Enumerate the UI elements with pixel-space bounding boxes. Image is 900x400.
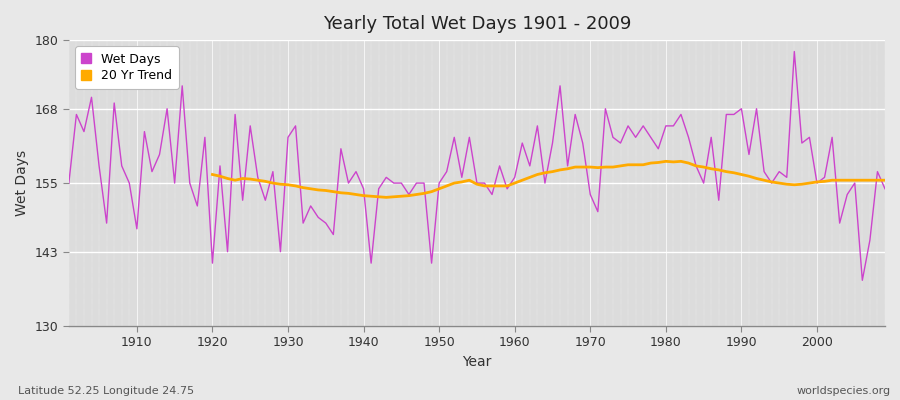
Wet Days (63, 181, 74, 186)
20 Yr Trend (207, 172, 218, 177)
Wet Days (600, 106, 611, 111)
Wet Days (789, 49, 800, 54)
20 Yr Trend (418, 191, 429, 196)
Wet Days (290, 124, 301, 128)
Line: 20 Yr Trend: 20 Yr Trend (212, 161, 885, 197)
Line: Wet Days: Wet Days (68, 52, 885, 280)
20 Yr Trend (796, 182, 807, 187)
20 Yr Trend (865, 178, 876, 183)
Y-axis label: Wet Days: Wet Days (15, 150, 29, 216)
20 Yr Trend (781, 182, 792, 187)
Legend: Wet Days, 20 Yr Trend: Wet Days, 20 Yr Trend (75, 46, 178, 89)
20 Yr Trend (690, 164, 701, 168)
Wet Days (857, 278, 868, 283)
20 Yr Trend (298, 185, 309, 190)
Title: Yearly Total Wet Days 1901 - 2009: Yearly Total Wet Days 1901 - 2009 (323, 15, 631, 33)
Wet Days (502, 186, 513, 191)
Wet Days (336, 146, 346, 151)
Text: worldspecies.org: worldspecies.org (796, 386, 891, 396)
20 Yr Trend (381, 195, 392, 200)
Text: Latitude 52.25 Longitude 24.75: Latitude 52.25 Longitude 24.75 (18, 386, 194, 396)
X-axis label: Year: Year (463, 355, 491, 369)
20 Yr Trend (879, 178, 890, 183)
Wet Days (509, 175, 520, 180)
Wet Days (879, 186, 890, 191)
20 Yr Trend (661, 159, 671, 164)
Wet Days (124, 181, 135, 186)
